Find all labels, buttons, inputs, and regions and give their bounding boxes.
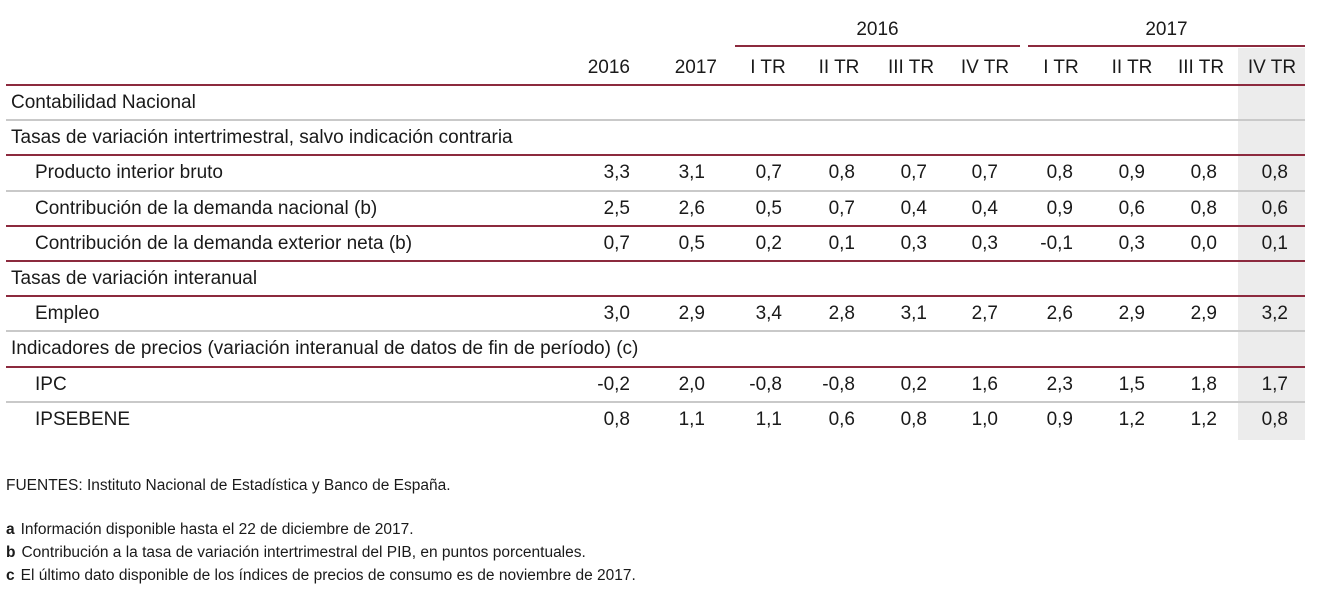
table-cell: 0,0 — [1190, 233, 1217, 254]
table-cell: 0,3 — [1118, 233, 1145, 254]
table-cell: 0,3 — [900, 233, 927, 254]
table-cell: 1,5 — [1118, 374, 1145, 395]
table-cell: -0,2 — [597, 374, 630, 395]
table-cell: 0,9 — [1046, 409, 1073, 430]
table-cell: 2,7 — [971, 303, 998, 324]
col-header: II TR — [818, 57, 860, 78]
row-rule — [6, 119, 1305, 121]
footnote-c: c El último dato disponible de los índice… — [6, 567, 636, 584]
col-header: IV TR — [1247, 57, 1297, 78]
row-label: Contribución de la demanda nacional (b) — [35, 198, 378, 219]
row-label: Contribución de la demanda exterior neta… — [35, 233, 413, 254]
table-cell: 3,0 — [603, 303, 630, 324]
section-label: Tasas de variación interanual — [11, 268, 258, 289]
row-rule — [6, 366, 1305, 368]
table-cell: 2,5 — [603, 198, 630, 219]
table-cell: 0,7 — [828, 198, 855, 219]
table-cell: 0,9 — [1046, 198, 1073, 219]
table-cell: 0,8 — [900, 409, 927, 430]
col-header: III TR — [887, 57, 935, 78]
row-rule — [6, 295, 1305, 297]
col-header: II TR — [1111, 57, 1153, 78]
table-cell: -0,1 — [1040, 233, 1073, 254]
table-cell: 0,8 — [1190, 198, 1217, 219]
col-header: I TR — [1043, 57, 1079, 78]
section-label: Indicadores de precios (variación intera… — [11, 338, 639, 359]
table-cell: 1,8 — [1190, 374, 1217, 395]
table-cell: 0,8 — [1190, 162, 1217, 183]
highlight-column-shade — [1238, 48, 1305, 440]
row-label: IPC — [35, 374, 67, 395]
table-cell: 2,3 — [1046, 374, 1073, 395]
table-cell: 1,2 — [1118, 409, 1145, 430]
table-cell: 0,8 — [1046, 162, 1073, 183]
table-cell: 3,1 — [678, 162, 705, 183]
table-cell: 0,6 — [828, 409, 855, 430]
table-cell: 0,2 — [900, 374, 927, 395]
table-cell: 1,6 — [971, 374, 998, 395]
table-cell: 2,6 — [678, 198, 705, 219]
section-label: Contabilidad Nacional — [11, 92, 196, 113]
row-rule — [6, 154, 1305, 156]
table-cell: 2,8 — [828, 303, 855, 324]
table-cell: 2,6 — [1046, 303, 1073, 324]
row-label: Producto interior bruto — [35, 162, 223, 183]
group-rule-2016 — [735, 45, 1020, 47]
table-cell: 1,0 — [971, 409, 998, 430]
table-cell: 1,2 — [1190, 409, 1217, 430]
footnote-b: b Contribución a la tasa de variación int… — [6, 544, 586, 561]
header-rule — [6, 84, 1305, 86]
row-rule — [6, 330, 1305, 332]
table-cell: 0,7 — [900, 162, 927, 183]
table-cell: 3,3 — [603, 162, 630, 183]
table-cell: -0,8 — [749, 374, 782, 395]
footnote-a: a Información disponible hasta el 22 de d… — [6, 521, 414, 538]
table-cell: 0,6 — [1118, 198, 1145, 219]
table-cell: 0,7 — [603, 233, 630, 254]
table-cell: 2,9 — [1190, 303, 1217, 324]
table-cell: 0,4 — [971, 198, 998, 219]
row-rule — [6, 225, 1305, 227]
table-cell: 0,8 — [1261, 162, 1288, 183]
row-rule — [6, 190, 1305, 192]
section-label: Tasas de variación intertrimestral, salv… — [11, 127, 513, 148]
table-cell: 1,7 — [1261, 374, 1288, 395]
col-header: 2017 — [674, 57, 717, 78]
group-rule-2017 — [1028, 45, 1305, 47]
group-header-2017: 2017 — [1145, 19, 1188, 40]
table-cell: -0,8 — [822, 374, 855, 395]
table-cell: 0,6 — [1261, 198, 1288, 219]
table-cell: 0,4 — [900, 198, 927, 219]
table-cell: 0,8 — [603, 409, 630, 430]
table-cell: 3,2 — [1261, 303, 1288, 324]
table-cell: 0,2 — [755, 233, 782, 254]
col-header: 2016 — [587, 57, 630, 78]
table-cell: 0,9 — [1118, 162, 1145, 183]
table-cell: 0,7 — [755, 162, 782, 183]
table-cell: 2,9 — [1118, 303, 1145, 324]
table-cell: 0,5 — [755, 198, 782, 219]
group-header-2016: 2016 — [856, 19, 899, 40]
col-header: IV TR — [960, 57, 1010, 78]
row-label: Empleo — [35, 303, 100, 324]
row-rule — [6, 260, 1305, 262]
table-cell: 0,5 — [678, 233, 705, 254]
table-cell: 2,0 — [678, 374, 705, 395]
col-header: I TR — [750, 57, 786, 78]
table-cell: 0,7 — [971, 162, 998, 183]
table-cell: 0,3 — [971, 233, 998, 254]
col-header: III TR — [1177, 57, 1225, 78]
row-label: IPSEBENE — [35, 409, 131, 430]
sources-note: FUENTES: Instituto Nacional de Estadísti… — [6, 477, 451, 494]
table-cell: 3,1 — [900, 303, 927, 324]
table-cell: 0,1 — [1261, 233, 1288, 254]
table-cell: 0,8 — [828, 162, 855, 183]
table-cell: 0,8 — [1261, 409, 1288, 430]
table-cell: 0,1 — [828, 233, 855, 254]
table-cell: 3,4 — [755, 303, 782, 324]
table-cell: 1,1 — [678, 409, 705, 430]
table-cell: 2,9 — [678, 303, 705, 324]
table-cell: 1,1 — [755, 409, 782, 430]
row-rule — [6, 401, 1305, 403]
